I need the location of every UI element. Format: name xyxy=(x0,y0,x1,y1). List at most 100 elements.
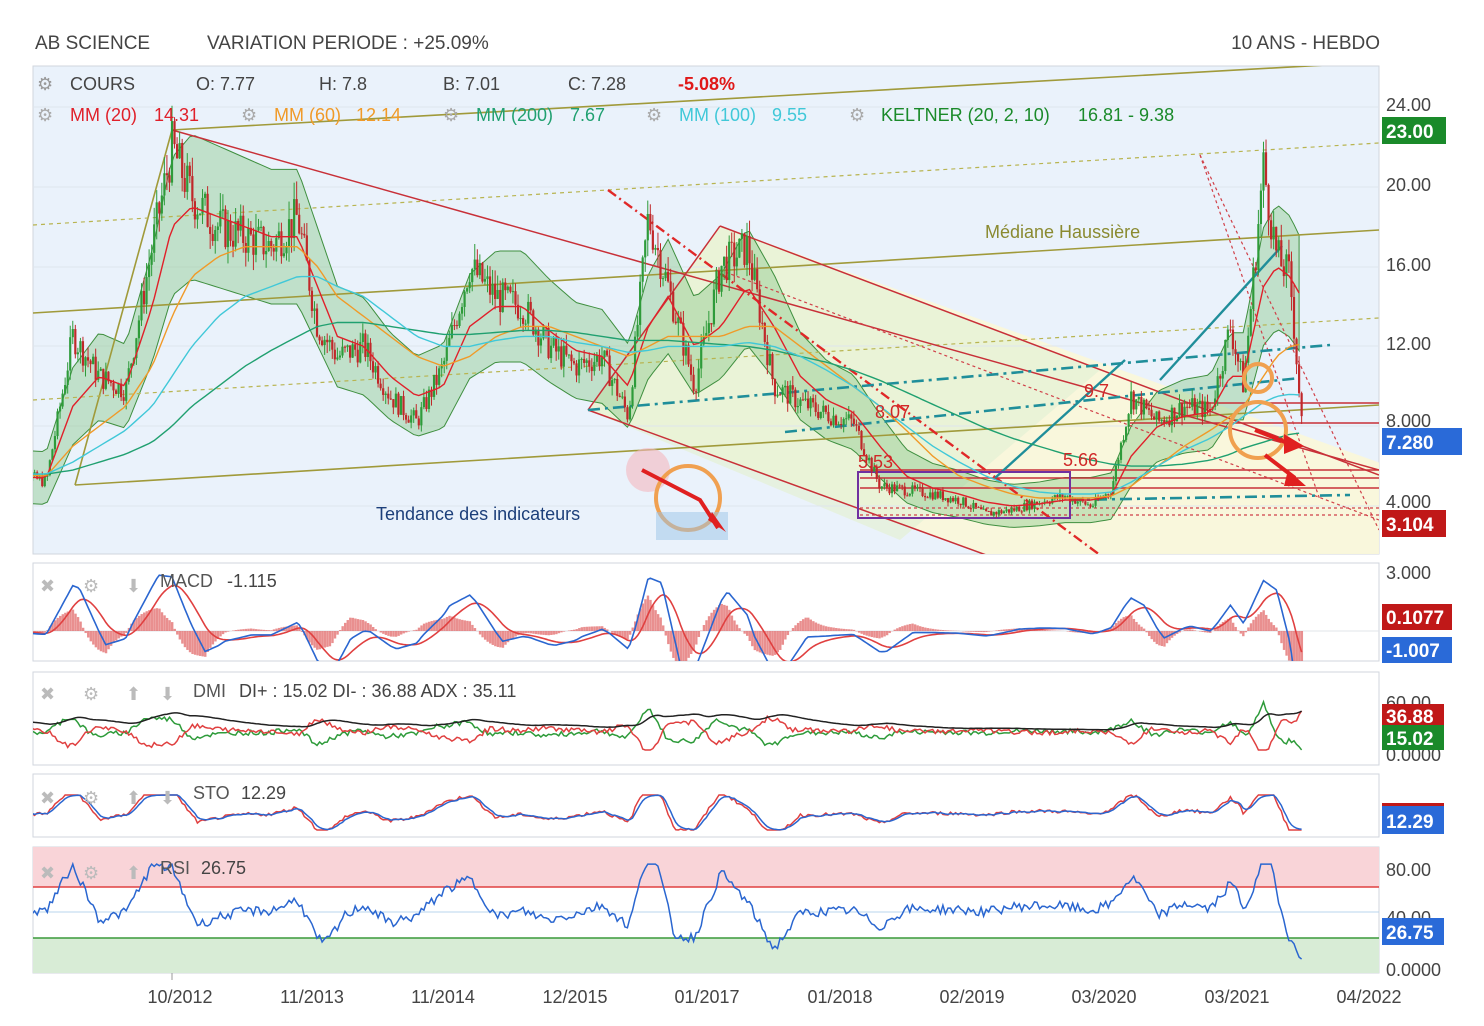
candle xyxy=(862,443,866,457)
candle xyxy=(565,334,568,357)
macd-histogram-bar xyxy=(262,629,265,631)
mm60-gear-icon[interactable]: ⚙ xyxy=(241,105,257,125)
rsi-up-icon[interactable]: ⬆ xyxy=(126,863,141,883)
candle xyxy=(651,214,654,254)
macd-histogram-bar xyxy=(1140,626,1143,631)
candle xyxy=(674,312,677,325)
candle xyxy=(1229,319,1232,333)
macd-histogram-bar xyxy=(572,629,576,631)
candle xyxy=(753,253,756,282)
macd-histogram-bar xyxy=(1254,616,1258,631)
candle xyxy=(865,454,868,466)
macd-histogram-bar xyxy=(81,627,85,631)
macd-histogram-bar xyxy=(1183,630,1187,631)
macd-histogram-bar xyxy=(941,630,945,631)
macd-histogram-bar xyxy=(1127,615,1131,631)
macd-histogram-bar xyxy=(939,629,942,631)
macd-histogram-bar xyxy=(532,631,535,634)
candle xyxy=(1180,402,1184,426)
candle xyxy=(402,390,405,421)
macd-histogram-bar xyxy=(562,631,566,632)
macd-histogram-bar xyxy=(420,625,423,631)
macd-label: MACD xyxy=(160,571,213,591)
macd-histogram-bar xyxy=(926,628,930,631)
sto-down-icon[interactable]: ⬇ xyxy=(160,788,175,808)
candle xyxy=(1249,306,1252,337)
candle xyxy=(628,400,632,421)
macd-down-icon[interactable]: ⬇ xyxy=(126,576,141,596)
macd-gear-icon[interactable]: ⚙ xyxy=(83,576,99,596)
rsi-close-icon[interactable]: ✖ xyxy=(40,863,55,883)
candle xyxy=(1191,389,1194,411)
macd-histogram-bar xyxy=(417,627,421,631)
candle xyxy=(99,367,102,372)
macd-histogram-bar xyxy=(1214,628,1217,631)
candle xyxy=(908,493,911,497)
macd-histogram-bar xyxy=(1247,627,1250,631)
macd-histogram-bar xyxy=(66,611,70,631)
macd-histogram-bar xyxy=(682,631,685,661)
macd-histogram-bar xyxy=(883,631,886,637)
cours-label: COURS xyxy=(70,74,135,94)
candle xyxy=(331,336,334,359)
macd-histogram-bar xyxy=(369,624,372,631)
macd-histogram-bar xyxy=(651,605,655,631)
rsi-gear-icon[interactable]: ⚙ xyxy=(83,863,99,883)
macd-histogram-bar xyxy=(1089,631,1092,634)
badge-low: 3.104 xyxy=(1386,515,1434,536)
candle xyxy=(600,346,604,375)
dmi-close-icon[interactable]: ✖ xyxy=(40,684,55,704)
candle xyxy=(949,496,952,504)
mm20-gear-icon[interactable]: ⚙ xyxy=(37,105,53,125)
candle xyxy=(1033,499,1036,513)
candle xyxy=(1145,398,1148,410)
macd-close-icon[interactable]: ✖ xyxy=(40,576,55,596)
rsi-badge: 26.75 xyxy=(1386,923,1434,944)
candle xyxy=(1272,211,1275,250)
keltner-gear-icon[interactable]: ⚙ xyxy=(849,105,865,125)
macd-histogram-bar xyxy=(196,631,199,656)
candle xyxy=(710,323,713,332)
mm20-label: MM (20) xyxy=(70,105,137,125)
dmi-down-icon[interactable]: ⬇ xyxy=(160,684,175,704)
candle xyxy=(262,225,265,261)
cours-gear-icon[interactable]: ⚙ xyxy=(37,74,53,94)
candle xyxy=(53,430,57,454)
candle xyxy=(435,366,438,395)
candle xyxy=(122,390,125,405)
sto-up-icon[interactable]: ⬆ xyxy=(126,788,141,808)
candle xyxy=(247,218,250,262)
trend-annotation: Tendance des indicateurs xyxy=(376,504,580,524)
macd-histogram-bar xyxy=(326,631,329,647)
dmi-up-icon[interactable]: ⬆ xyxy=(126,684,141,704)
macd-histogram-bar xyxy=(21,631,23,632)
macd-histogram-bar xyxy=(407,631,411,632)
macd-histogram-bar xyxy=(188,631,192,653)
candle xyxy=(471,267,474,292)
candle xyxy=(903,482,906,499)
sto-gear-icon[interactable]: ⚙ xyxy=(83,788,99,808)
macd-histogram-bar xyxy=(97,631,100,650)
macd-histogram-bar xyxy=(606,629,609,631)
candle xyxy=(717,267,721,295)
candle xyxy=(359,332,362,364)
keltner-label: KELTNER (20, 2, 10) xyxy=(881,105,1050,125)
sto-close-icon[interactable]: ✖ xyxy=(40,788,55,808)
macd-histogram-bar xyxy=(1155,631,1159,645)
candle xyxy=(829,418,833,427)
candle xyxy=(588,352,591,373)
mm200-gear-icon[interactable]: ⚙ xyxy=(443,105,459,125)
macd-histogram-bar xyxy=(1010,628,1013,631)
period-label[interactable]: 10 ANS - HEBDO xyxy=(1231,33,1380,54)
y-tick-16: 16.00 xyxy=(1386,255,1431,275)
mm100-gear-icon[interactable]: ⚙ xyxy=(646,105,662,125)
candle xyxy=(1094,493,1097,508)
candle xyxy=(979,504,983,510)
dmi-gear-icon[interactable]: ⚙ xyxy=(83,684,99,704)
candle xyxy=(796,398,799,414)
candle xyxy=(104,362,107,391)
di-minus-line xyxy=(33,710,1303,751)
macd-histogram-bar xyxy=(931,628,935,631)
macd-histogram-bar xyxy=(112,631,115,643)
macd-histogram-bar xyxy=(631,627,634,631)
